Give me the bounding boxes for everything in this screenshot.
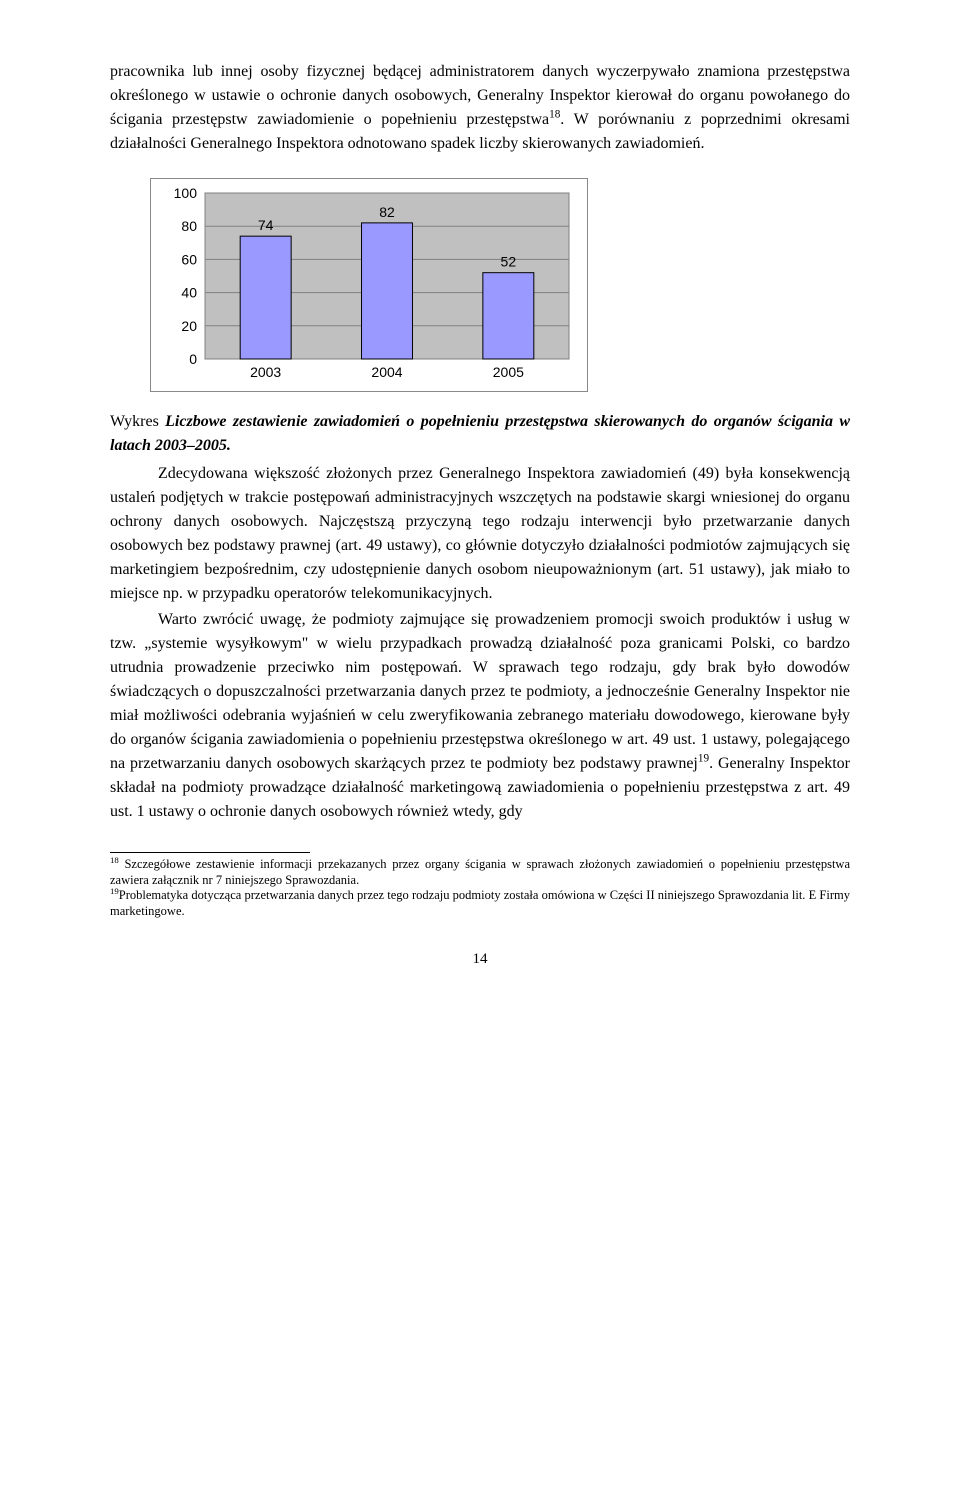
svg-text:100: 100 — [174, 185, 198, 201]
paragraph-1: pracownika lub innej osoby fizycznej będ… — [110, 60, 850, 156]
svg-text:52: 52 — [501, 254, 517, 270]
caption-prefix: Wykres — [110, 413, 165, 430]
footnote-ref-18: 18 — [549, 109, 560, 121]
p3-text-a: Warto zwrócić uwagę, że podmioty zajmują… — [110, 611, 850, 772]
paragraph-2: Zdecydowana większość złożonych przez Ge… — [110, 462, 850, 606]
footnote-num-19: 19 — [110, 886, 119, 896]
footnote-19: 19Problematyka dotycząca przetwarzania d… — [110, 888, 850, 919]
svg-text:40: 40 — [181, 285, 197, 301]
footnote-19-text: Problematyka dotycząca przetwarzania dan… — [110, 888, 850, 918]
svg-text:20: 20 — [181, 318, 197, 334]
footnote-18: 18 Szczegółowe zestawienie informacji pr… — [110, 857, 850, 888]
svg-text:2005: 2005 — [493, 364, 524, 380]
svg-text:74: 74 — [258, 217, 274, 233]
page-number: 14 — [110, 948, 850, 971]
bar-chart: 0 20 40 60 80 100 74 2003 82 2004 52 2005 — [150, 178, 588, 392]
svg-text:2003: 2003 — [250, 364, 281, 380]
footnote-rule — [110, 852, 310, 853]
paragraph-3: Warto zwrócić uwagę, że podmioty zajmują… — [110, 608, 850, 824]
footnote-num-18: 18 — [110, 855, 119, 865]
footnote-ref-19: 19 — [698, 753, 709, 765]
caption-italic: Liczbowe zestawienie zawiadomień o popeł… — [110, 413, 850, 454]
svg-text:80: 80 — [181, 218, 197, 234]
chart-svg: 0 20 40 60 80 100 74 2003 82 2004 52 2005 — [159, 185, 579, 385]
svg-text:60: 60 — [181, 251, 197, 267]
svg-text:0: 0 — [189, 351, 197, 367]
svg-text:82: 82 — [379, 204, 395, 220]
svg-text:2004: 2004 — [371, 364, 402, 380]
footnote-18-text: Szczegółowe zestawienie informacji przek… — [110, 857, 850, 887]
chart-container: 0 20 40 60 80 100 74 2003 82 2004 52 2005 — [110, 172, 850, 398]
chart-caption: Wykres Liczbowe zestawienie zawiadomień … — [110, 410, 850, 458]
